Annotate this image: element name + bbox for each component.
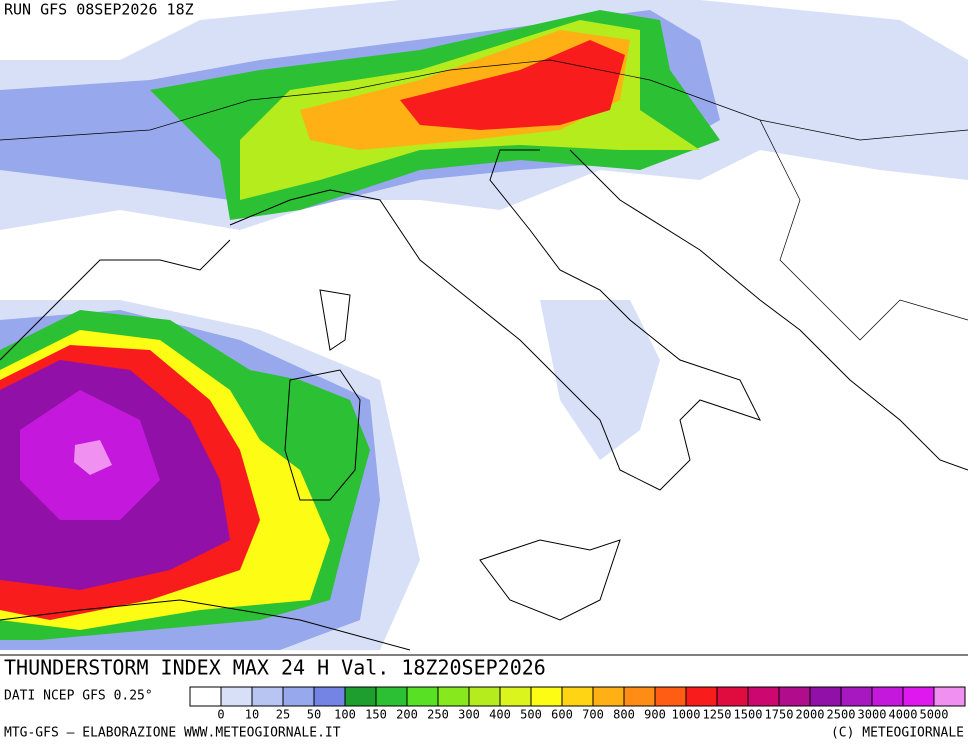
footer-right: (C) METEOGIORNALE: [831, 726, 964, 741]
colorbar-swatch: [313, 686, 346, 707]
colorbar-label: 600: [551, 708, 573, 722]
colorbar-label: 50: [307, 708, 321, 722]
source-label: DATI NCEP GFS 0.25°: [4, 689, 153, 704]
colorbar-swatch: [561, 686, 594, 707]
colorbar-label: 2000: [796, 708, 825, 722]
colorbar: 0 10 25 50 100 150 200 250 300 400 500 600 700 800 900…: [189, 686, 966, 722]
colorbar-swatch: [375, 686, 408, 707]
colorbar-label: 10: [245, 708, 259, 722]
colorbar-label: 200: [396, 708, 418, 722]
colorbar-label: 150: [365, 708, 387, 722]
colorbar-label: 700: [582, 708, 604, 722]
colorbar-label: 300: [458, 708, 480, 722]
colorbar-swatch: [623, 686, 656, 707]
coastlines: [0, 59, 968, 651]
colorbar-swatch: [809, 686, 842, 707]
colorbar-swatch: [747, 686, 780, 707]
colorbar-label: 5000: [920, 708, 949, 722]
colorbar-swatch: [468, 686, 501, 707]
colorbar-swatch: [251, 686, 284, 707]
colorbar-swatch: [871, 686, 904, 707]
colorbar-swatch: [189, 686, 222, 707]
colorbar-swatch: [592, 686, 625, 707]
colorbar-label: 250: [427, 708, 449, 722]
colorbar-swatch: [654, 686, 687, 707]
colorbar-swatch: [933, 686, 966, 707]
field: [0, 0, 968, 650]
colorbar-swatch: [902, 686, 935, 707]
colorbar-label: 900: [644, 708, 666, 722]
colorbar-label: 1250: [703, 708, 732, 722]
colorbar-swatch: [499, 686, 532, 707]
colorbar-label: 800: [613, 708, 635, 722]
colorbar-swatch: [840, 686, 873, 707]
title-bar: [0, 655, 968, 685]
colorbar-label: 4000: [889, 708, 918, 722]
colorbar-label: 1500: [734, 708, 763, 722]
colorbar-label: 2500: [827, 708, 856, 722]
colorbar-swatch: [778, 686, 811, 707]
colorbar-swatch: [685, 686, 718, 707]
colorbar-label: 1000: [672, 708, 701, 722]
colorbar-label: 25: [276, 708, 290, 722]
colorbar-swatch: [716, 686, 749, 707]
colorbar-label: 1750: [765, 708, 794, 722]
colorbar-label: 100: [334, 708, 356, 722]
colorbar-label: 400: [489, 708, 511, 722]
colorbar-swatch: [406, 686, 439, 707]
colorbar-label: 3000: [858, 708, 887, 722]
run-label: RUN GFS 08SEP2026 18Z: [4, 1, 194, 19]
colorbar-swatch: [282, 686, 315, 707]
colorbar-swatch: [344, 686, 377, 707]
colorbar-label: 500: [520, 708, 542, 722]
map-title: THUNDERSTORM INDEX MAX 24 H Val. 18Z20SE…: [4, 656, 546, 680]
colorbar-label: 0: [217, 708, 224, 722]
colorbar-swatch: [220, 686, 253, 707]
colorbar-swatch: [437, 686, 470, 707]
colorbar-swatch: [530, 686, 563, 707]
footer-left: MTG-GFS – ELABORAZIONE WWW.METEOGIORNALE…: [4, 726, 341, 741]
